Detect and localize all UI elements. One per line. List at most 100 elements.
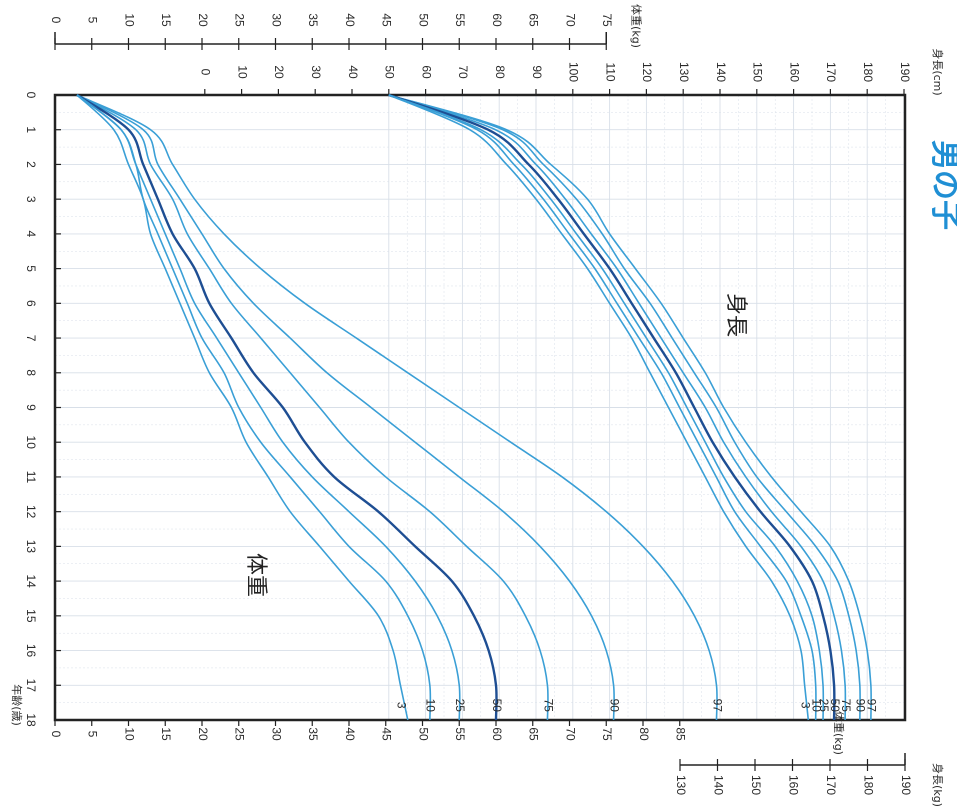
weight-bottom-tick-label: 60	[490, 727, 504, 741]
height-top-tick-label: 120	[640, 62, 654, 82]
height-bottom-unit: 身長(kg)	[931, 763, 945, 807]
height-curve-label-p25: 25	[817, 699, 831, 713]
age-tick-label: 18	[24, 713, 38, 727]
weight-top-tick-label: 55	[453, 13, 467, 27]
weight-top-tick-label: 15	[159, 13, 173, 27]
height-top-tick-label: 150	[751, 62, 765, 82]
weight-curve-p75	[76, 94, 549, 721]
height-curve-label-p75: 75	[839, 699, 853, 713]
weight-bottom-tick-label: 55	[453, 727, 467, 741]
height-top-tick-label: 10	[235, 65, 249, 79]
height-bottom-tick-label: 150	[749, 775, 763, 795]
height-bottom-tick-label: 140	[711, 775, 725, 795]
weight-bottom-tick-label: 45	[380, 727, 394, 741]
height-top-tick-label: 130	[677, 62, 691, 82]
weight-top-tick-label: 35	[306, 13, 320, 27]
weight-curve-label-p10: 10	[424, 699, 438, 713]
weight-bottom-tick-label: 10	[122, 727, 136, 741]
height-top-tick-label: 20	[272, 65, 286, 79]
height-curve-label-p90: 90	[854, 699, 868, 713]
weight-bottom-tick-label: 25	[233, 727, 247, 741]
height-curve-label-p97: 97	[865, 699, 879, 713]
height-top-tick-label: 180	[861, 62, 875, 82]
height-top-tick-label: 100	[567, 62, 581, 82]
height-group-label: 身長	[723, 293, 748, 337]
weight-bottom-tick-label: 70	[563, 727, 577, 741]
weight-bottom-tick-label: 30	[269, 727, 283, 741]
weight-top-tick-label: 40	[343, 13, 357, 27]
chart-title: 男の子	[927, 140, 957, 230]
height-bottom-tick-label: 180	[861, 775, 875, 795]
weight-top-tick-label: 75	[600, 13, 614, 27]
weight-curve-label-p3: 3	[394, 702, 408, 709]
weight-bottom-tick-label: 50	[416, 727, 430, 741]
weight-curve-label-p75: 75	[541, 699, 555, 713]
age-tick-label: 8	[24, 369, 38, 376]
height-curve-p90	[388, 94, 861, 721]
height-top-tick-label: 40	[346, 65, 360, 79]
height-curve-p10	[388, 94, 817, 721]
height-top-tick-label: 160	[787, 62, 801, 82]
weight-top-tick-label: 10	[122, 13, 136, 27]
weight-bottom-tick-label: 40	[343, 727, 357, 741]
weight-top-tick-label: 20	[196, 13, 210, 27]
weight-top-tick-label: 5	[86, 17, 100, 24]
height-top-tick-label: 0	[199, 69, 213, 76]
height-top-tick-label: 50	[383, 65, 397, 79]
age-tick-label: 12	[24, 505, 38, 519]
height-curve-p75	[388, 94, 847, 721]
weight-curve-p50	[76, 94, 498, 721]
weight-bottom-tick-label: 85	[674, 727, 688, 741]
age-tick-label: 5	[24, 265, 38, 272]
height-bottom-tick-label: 130	[674, 775, 688, 795]
height-curve-p3	[388, 94, 810, 721]
chart-axes: 0 5 10 15 20 25 30 35 40 45 50 55 60 65 70 75 体重(kg)0 10 2…	[10, 4, 945, 807]
weight-curve-p3	[76, 94, 409, 721]
age-tick-label: 14	[24, 574, 38, 588]
height-bottom-tick-label: 190	[899, 775, 913, 795]
weight-bottom-tick-label: 35	[306, 727, 320, 741]
height-bottom-tick-label: 170	[824, 775, 838, 795]
weight-bottom-tick-label: 5	[86, 731, 100, 738]
age-axis-label: 年齢(歳)	[10, 684, 24, 726]
weight-bottom-tick-label: 0	[49, 731, 63, 738]
growth-curves	[76, 93, 872, 721]
height-curve-label-p10: 10	[810, 699, 824, 713]
weight-top-tick-label: 65	[527, 13, 541, 27]
age-tick-label: 4	[24, 231, 38, 238]
weight-bottom-tick-label: 15	[159, 727, 173, 741]
height-top-tick-label: 60	[419, 65, 433, 79]
weight-curve-label-p50: 50	[490, 699, 504, 713]
height-top-tick-label: 80	[493, 65, 507, 79]
height-top-tick-label: 90	[530, 65, 544, 79]
weight-bottom-tick-label: 20	[196, 727, 210, 741]
weight-curve-p97	[76, 94, 718, 721]
age-tick-label: 2	[24, 161, 38, 168]
age-tick-label: 11	[24, 471, 38, 484]
age-tick-label: 17	[24, 679, 38, 693]
height-axis-label: 身長(cm)	[931, 48, 945, 95]
weight-bottom-tick-label: 65	[527, 727, 541, 741]
height-top-tick-label: 70	[456, 65, 470, 79]
weight-curve-label-p25: 25	[453, 699, 467, 713]
height-curve-p50	[388, 93, 836, 721]
weight-curve-label-p90: 90	[607, 699, 621, 713]
age-tick-label: 1	[24, 126, 38, 133]
weight-right-unit: 体重(kg)	[832, 711, 846, 755]
height-top-tick-label: 190	[898, 62, 912, 82]
weight-curve-label-p97: 97	[710, 699, 724, 713]
weight-group-label: 体重	[243, 553, 268, 597]
age-tick-label: 0	[24, 92, 38, 99]
height-curve-p97	[388, 94, 872, 721]
weight-bottom-tick-label: 80	[637, 727, 651, 741]
height-curve-p25	[388, 94, 825, 721]
weight-top-tick-label: 60	[490, 13, 504, 27]
age-tick-label: 10	[24, 436, 38, 450]
height-bottom-tick-label: 160	[786, 775, 800, 795]
weight-bottom-tick-label: 75	[600, 727, 614, 741]
age-tick-label: 9	[24, 404, 38, 411]
weight-curve-p25	[76, 94, 461, 721]
weight-top-tick-label: 0	[49, 17, 63, 24]
weight-curve-p90	[76, 94, 615, 721]
